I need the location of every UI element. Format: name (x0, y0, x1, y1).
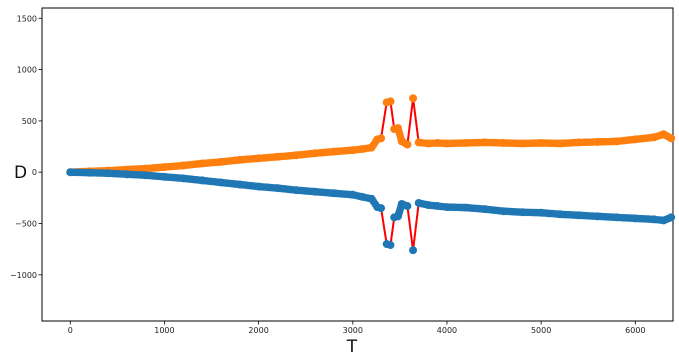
y-tick-label: 0 (32, 168, 37, 177)
y-ticks: −1000 −500 0 500 1000 1500 (10, 14, 42, 280)
y-tick-label: 1500 (17, 14, 37, 23)
x-ticks: 0 1000 2000 3000 4000 5000 6000 (68, 321, 646, 335)
x-axis-label: T (346, 337, 358, 353)
data-point (667, 134, 676, 143)
data-point (403, 202, 412, 211)
series-1-points (66, 168, 676, 255)
y-tick-label: −500 (15, 220, 37, 229)
y-tick-label: −1000 (10, 271, 37, 280)
data-point (403, 140, 412, 149)
plot-area (41, 7, 674, 322)
x-tick-label: 0 (68, 326, 73, 335)
x-tick-label: 2000 (248, 326, 268, 335)
x-tick-label: 3000 (343, 326, 363, 335)
x-tick-label: 4000 (437, 326, 457, 335)
data-point (386, 241, 395, 250)
y-tick-label: 1000 (17, 66, 37, 75)
data-point (409, 94, 418, 103)
x-tick-label: 5000 (531, 326, 551, 335)
data-point (667, 213, 676, 222)
x-tick-label: 6000 (625, 326, 645, 335)
data-point (377, 204, 386, 213)
data-point (409, 246, 418, 255)
y-axis-label: D (14, 163, 27, 183)
data-point (386, 97, 395, 106)
x-tick-label: 1000 (154, 326, 174, 335)
chart-marks (66, 94, 676, 255)
y-tick-label: 500 (22, 117, 37, 126)
data-point (377, 134, 386, 143)
